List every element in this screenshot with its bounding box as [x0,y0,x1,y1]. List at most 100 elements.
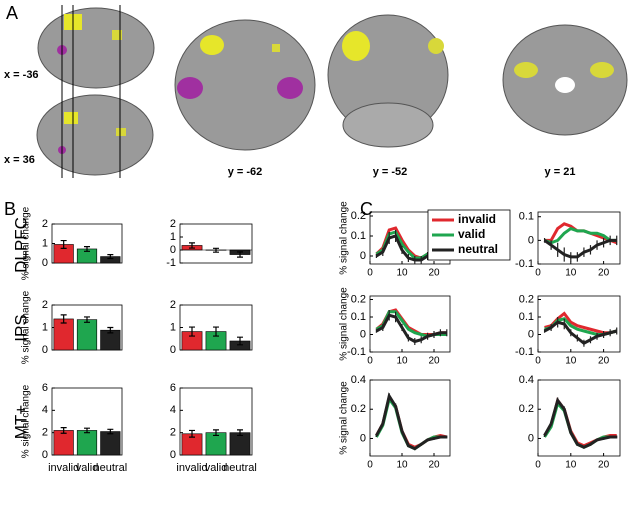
series-line [543,397,617,449]
y-axis-label: % signal change [339,201,350,275]
brain-images [36,5,628,178]
y-tick-label: 0.2 [351,293,366,305]
slice-label: x = 36 [4,154,35,166]
y-tick-label: 2 [170,427,176,439]
series-line [544,226,617,245]
x-tick-label: 0 [367,460,373,471]
error-bar [107,326,114,334]
error-bar [189,242,195,249]
y-tick-label: 0.2 [519,293,534,305]
y-tick-label: 0 [360,250,366,262]
y-tick-label: 0.2 [519,403,534,415]
y-tick-label: 0 [360,432,366,444]
x-tick-label: invalid [176,462,207,474]
bar [53,430,74,456]
y-axis-label: % signal change [339,287,350,361]
x-tick-label: valid [205,462,228,474]
y-tick-label: 1 [170,321,176,333]
x-tick-label: 0 [535,460,541,471]
x-tick-label: 10 [565,460,577,471]
axes-frame [537,379,621,457]
y-tick-label: 0.2 [351,403,366,415]
y-tick-label: 0 [170,449,176,461]
y-tick-label: 0.1 [351,230,366,242]
bar [76,319,98,351]
legend-label: invalid [458,212,496,226]
y-tick-label: 2 [42,299,48,311]
x-tick-label: 0 [367,268,373,279]
series-line [543,320,618,346]
error-bar [237,251,243,258]
error-bar [189,326,195,337]
y-tick-label: 0.2 [351,210,366,222]
y-tick-label: 0 [528,234,534,246]
error-bar [213,326,219,337]
slice-label: y = -52 [373,166,408,178]
error-bar [84,427,90,434]
error-bar [107,254,114,260]
series-line [543,238,617,259]
x-tick-label: 0 [535,268,541,279]
x-tick-label: 20 [598,268,610,279]
error-bar [60,427,67,434]
error-bar [213,429,219,437]
x-tick-label: 0 [535,356,541,367]
row-label: MT+ [11,405,30,440]
y-axis-label: % signal change [21,206,32,280]
y-tick-label: 4 [42,404,48,416]
axes-frame [537,295,621,353]
row-label: IPS [11,314,30,341]
y-tick-label: -0.1 [515,346,534,358]
y-axis-label: % signal change [21,384,32,458]
y-tick-label: -1 [166,257,176,269]
error-bar [84,246,90,252]
y-tick-label: 1 [170,231,176,243]
x-tick-label: 20 [598,460,610,471]
y-tick-label: 0 [528,432,534,444]
bar [76,430,98,456]
bar [100,431,121,456]
x-tick-label: 0 [367,356,373,367]
y-tick-label: 0.1 [519,311,534,323]
error-bar [237,429,243,437]
error-bar [107,428,114,435]
y-axis-label: % signal change [21,290,32,364]
x-tick-label: 10 [396,356,408,367]
x-tick-label: 10 [565,356,577,367]
error-bar [60,239,67,249]
x-tick-label: 10 [396,268,408,279]
y-tick-label: 0 [528,328,534,340]
y-tick-label: 2 [42,427,48,439]
x-tick-label: valid [76,462,99,474]
x-tick-label: 20 [428,268,440,279]
axes-frame [369,295,451,353]
x-tick-label: invalid [48,462,79,474]
y-tick-label: 0 [360,328,366,340]
error-bar [189,429,195,438]
y-tick-label: -0.1 [347,346,366,358]
axes-frame [179,223,253,264]
y-tick-label: 0.4 [519,374,534,386]
error-bar [237,336,243,346]
x-tick-label: 10 [565,268,577,279]
panel-label: A [6,3,18,23]
series-line [375,392,447,451]
axes-frame [369,379,451,457]
y-tick-label: 2 [42,218,48,230]
y-axis-label: % signal change [339,381,350,455]
y-tick-label: 0 [42,257,48,269]
error-bar [84,316,90,323]
panel-label: B [4,199,16,219]
y-tick-label: 0 [42,449,48,461]
y-tick-label: 0.1 [519,211,534,223]
x-tick-label: 20 [598,356,610,367]
y-tick-label: 0 [170,344,176,356]
slice-label: x = -36 [4,69,39,81]
y-tick-label: 1 [42,237,48,249]
error-bar [60,314,67,324]
y-tick-label: -0.1 [515,258,534,270]
legend-label: neutral [458,242,498,256]
y-tick-label: 2 [170,218,176,230]
x-tick-label: 20 [428,356,440,367]
